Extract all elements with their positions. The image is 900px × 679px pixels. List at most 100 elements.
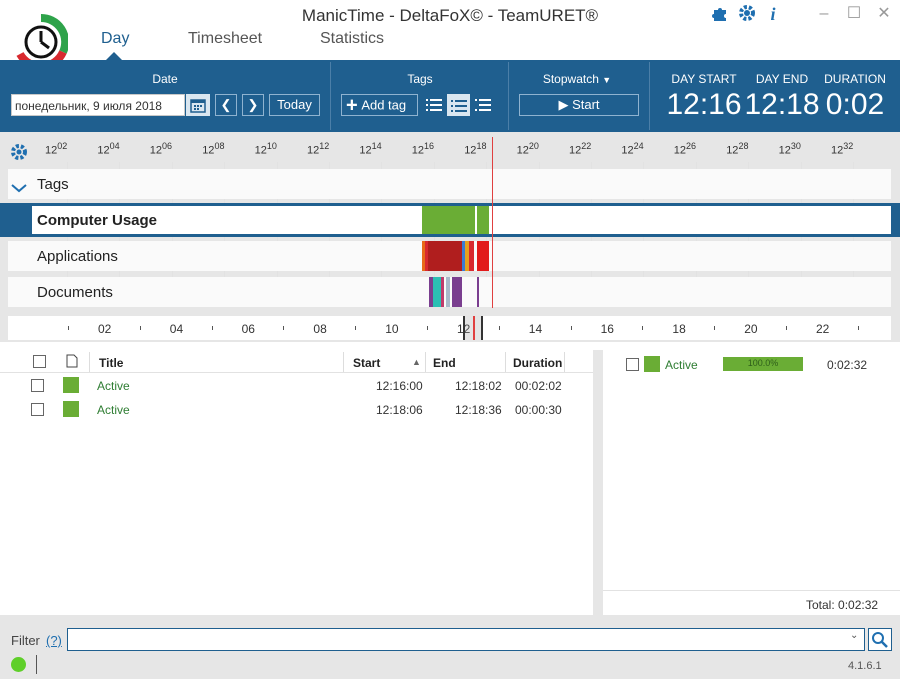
summary-checkbox[interactable] <box>626 358 639 371</box>
app-block[interactable] <box>477 241 489 271</box>
close-icon[interactable]: ✕ <box>877 5 891 22</box>
stopwatch-start-button[interactable]: ▶ Start <box>519 94 639 116</box>
app-block[interactable] <box>422 241 425 271</box>
detail-view-icon[interactable] <box>447 94 470 116</box>
grid-splitter[interactable] <box>593 350 603 615</box>
today-button[interactable]: Today <box>269 94 320 116</box>
document-block[interactable] <box>433 277 441 307</box>
document-icon <box>66 354 78 373</box>
summary-panel <box>603 350 900 615</box>
gear-icon[interactable] <box>736 4 758 24</box>
filter-help-link[interactable]: (?) <box>46 633 62 648</box>
select-all-checkbox[interactable] <box>33 355 46 368</box>
day-end-label: DAY END <box>755 72 809 86</box>
compact-view-icon[interactable] <box>472 94 494 116</box>
summary-percent-track <box>723 357 803 371</box>
summary-divider <box>603 590 900 591</box>
play-icon: ▶ <box>558 97 569 112</box>
list-view-icon[interactable] <box>423 94 445 116</box>
scrubber-hour-label: 08 <box>313 322 327 336</box>
end-column-header[interactable]: End <box>433 356 456 370</box>
scrubber-hour-label: 04 <box>169 322 184 336</box>
scrubber-hour-label: 14 <box>528 322 543 336</box>
chevron-down-icon[interactable] <box>11 182 27 196</box>
minimize-icon[interactable]: – <box>819 5 829 22</box>
add-tag-button[interactable]: + Add tag <box>341 94 418 116</box>
filter-dropdown-icon[interactable]: ⌄ <box>850 630 859 641</box>
column-divider <box>89 352 90 372</box>
scrubber-hour-label: 02 <box>98 322 112 336</box>
row-title: Active <box>97 379 130 393</box>
document-block[interactable] <box>429 277 433 307</box>
info-icon[interactable]: i <box>770 4 776 24</box>
scrubber-tick <box>68 326 69 330</box>
activity-grid <box>0 350 593 615</box>
start-column-header[interactable]: Start <box>353 356 381 370</box>
documents-row-label: Documents <box>37 284 113 301</box>
tab-statistics[interactable]: Statistics <box>320 30 385 47</box>
scrubber-tick <box>498 326 500 330</box>
title-column-header[interactable]: Title <box>99 356 124 370</box>
usage-block-active[interactable] <box>477 206 489 234</box>
app-block[interactable] <box>462 241 465 271</box>
timeline-tick-label: 1230 <box>778 141 801 157</box>
applications-row-label: Applications <box>37 248 118 265</box>
document-block[interactable] <box>452 277 462 307</box>
app-block[interactable] <box>465 241 469 271</box>
document-block[interactable] <box>441 277 444 307</box>
date-field[interactable]: понедельник, 9 июля 2018 <box>11 94 185 116</box>
scrubber-hour-label: 20 <box>744 322 758 336</box>
tab-day[interactable]: Day <box>101 30 130 47</box>
scrubber-hour-label: 18 <box>672 322 686 336</box>
puzzle-icon[interactable] <box>709 4 731 24</box>
scrubber-tick <box>139 326 141 330</box>
stopwatch-dropdown[interactable]: Stopwatch ▼ <box>532 72 622 86</box>
row-duration: 00:00:30 <box>515 403 562 417</box>
document-block[interactable] <box>446 277 450 307</box>
app-block[interactable] <box>469 241 474 271</box>
tags-section-label: Tags <box>407 72 433 86</box>
filter-input[interactable] <box>67 628 865 651</box>
row-checkbox[interactable] <box>31 403 44 416</box>
document-block[interactable] <box>477 277 479 307</box>
status-divider <box>36 655 37 674</box>
summary-total: Total: 0:02:32 <box>806 598 879 612</box>
day-start-label: DAY START <box>671 72 737 86</box>
scrubber-tick <box>857 326 859 330</box>
duration-label: DURATION <box>824 72 886 86</box>
day-scrubber[interactable] <box>8 316 891 340</box>
plus-icon: + <box>346 94 358 117</box>
duration-column-header[interactable]: Duration <box>513 356 563 370</box>
usage-block-active[interactable] <box>422 206 475 234</box>
row-checkbox[interactable] <box>31 379 44 392</box>
row-start: 12:16:00 <box>376 379 423 393</box>
tags-row-label: Tags <box>37 176 69 193</box>
app-block[interactable] <box>425 241 428 271</box>
next-day-button[interactable]: ❯ <box>242 94 264 116</box>
column-divider <box>343 352 344 372</box>
previous-day-button[interactable]: ❮ <box>215 94 237 116</box>
tab-pointer <box>106 52 122 60</box>
summary-duration: 0:02:32 <box>827 358 868 372</box>
tab-timesheet[interactable]: Timesheet <box>188 30 263 47</box>
version-label: 4.1.6.1 <box>848 660 882 672</box>
app-block[interactable] <box>428 241 462 271</box>
tags-row[interactable] <box>8 169 891 199</box>
calendar-button[interactable] <box>186 94 210 116</box>
duration-value: 0:02 <box>825 88 885 121</box>
filter-search-button[interactable] <box>868 628 892 651</box>
scrubber-tick <box>570 326 572 330</box>
column-divider <box>505 352 506 372</box>
timeline-tick-label: 1208 <box>202 141 225 157</box>
scrubber-hour-label: 22 <box>816 322 830 336</box>
row-title: Active <box>97 403 130 417</box>
timeline-settings-icon[interactable] <box>10 143 28 161</box>
ribbon-divider <box>649 62 650 130</box>
timeline-tick-label: 1202 <box>45 141 68 157</box>
day-end-value: 12:18 <box>744 88 820 121</box>
timeline-tick-label: 1206 <box>149 141 173 157</box>
summary-color-swatch <box>644 356 660 372</box>
scrubber-tick <box>283 326 285 330</box>
scrubber-now-marker <box>473 316 475 340</box>
maximize-icon[interactable]: ☐ <box>846 5 862 22</box>
